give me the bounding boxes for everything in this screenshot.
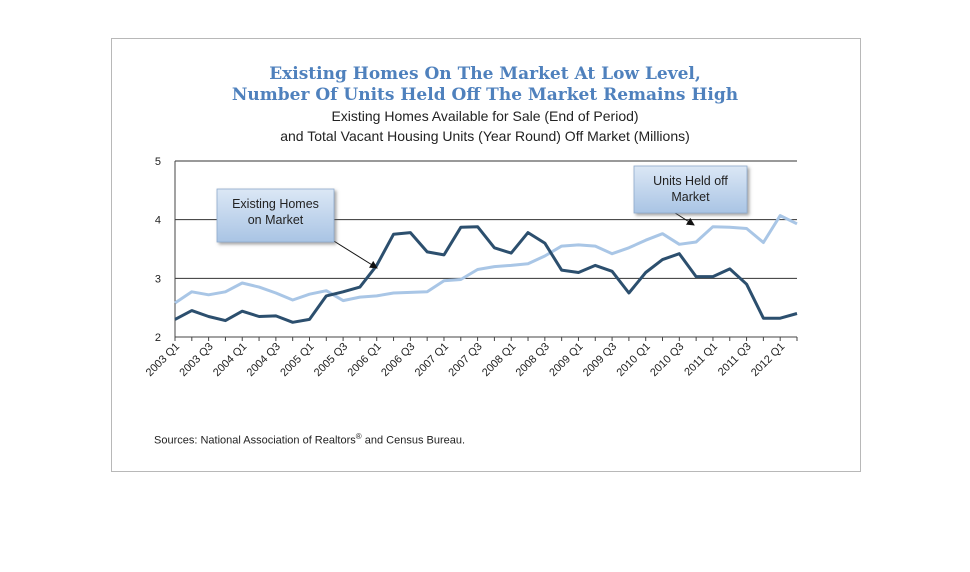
source-prefix: Sources: National Association of Realtor… — [154, 434, 356, 447]
x-tick-label: 2011 Q1 — [682, 341, 720, 379]
callout-existing-homes-arrow — [328, 237, 378, 269]
x-tick-label: 2004 Q1 — [211, 341, 249, 379]
callout-existing-homes-box — [216, 188, 335, 243]
x-tick-label: 2005 Q3 — [312, 341, 350, 379]
x-tick-label: 2009 Q3 — [581, 341, 619, 379]
chart-title-line1: Existing Homes On The Market At Low Leve… — [269, 64, 701, 84]
x-tick-label: 2010 Q3 — [648, 341, 686, 379]
chart-subtitle-line1: Existing Homes Available for Sale (End o… — [331, 108, 639, 124]
series-line-units-held-off — [174, 214, 798, 305]
x-tick-label: 2009 Q1 — [547, 341, 585, 379]
x-tick-label: 2008 Q1 — [480, 341, 518, 379]
chart-title-line2: Number Of Units Held Off The Market Rema… — [231, 85, 739, 105]
x-tick-label: 2011 Q3 — [716, 341, 754, 379]
x-tick-label: 2006 Q3 — [379, 341, 417, 379]
y-tick-label: 2 — [155, 332, 161, 344]
series-line-existing-homes — [174, 225, 798, 324]
x-tick-label: 2004 Q3 — [245, 341, 283, 379]
x-tick-label: 2007 Q3 — [446, 341, 484, 379]
source-note: Sources: National Association of Realtor… — [154, 432, 465, 447]
x-tick-label: 2008 Q3 — [514, 341, 552, 379]
y-tick-label: 3 — [155, 273, 161, 285]
callout-existing-homes-label: Existing Homes — [232, 197, 319, 211]
x-tick-label: 2003 Q1 — [144, 341, 182, 379]
x-tick-label: 2006 Q1 — [346, 341, 384, 379]
callout-units-held-off-label: Market — [671, 190, 710, 204]
x-tick-label: 2010 Q1 — [614, 341, 652, 379]
y-tick-label: 5 — [155, 156, 161, 168]
chart-frame — [111, 38, 861, 472]
x-tick-label: 2005 Q1 — [278, 341, 316, 379]
chart-subtitle-line2: and Total Vacant Housing Units (Year Rou… — [280, 128, 690, 144]
x-tick-label: 2007 Q1 — [413, 341, 451, 379]
x-tick-label: 2012 Q1 — [749, 341, 787, 379]
callout-units-held-off-box — [633, 165, 748, 214]
registered-mark: ® — [355, 432, 362, 441]
source-suffix: and Census Bureau. — [361, 434, 466, 447]
callout-existing-homes-label: on Market — [248, 213, 304, 227]
x-tick-label: 2003 Q3 — [177, 341, 215, 379]
callout-units-held-off-label: Units Held off — [653, 174, 728, 188]
y-tick-label: 4 — [155, 215, 161, 227]
